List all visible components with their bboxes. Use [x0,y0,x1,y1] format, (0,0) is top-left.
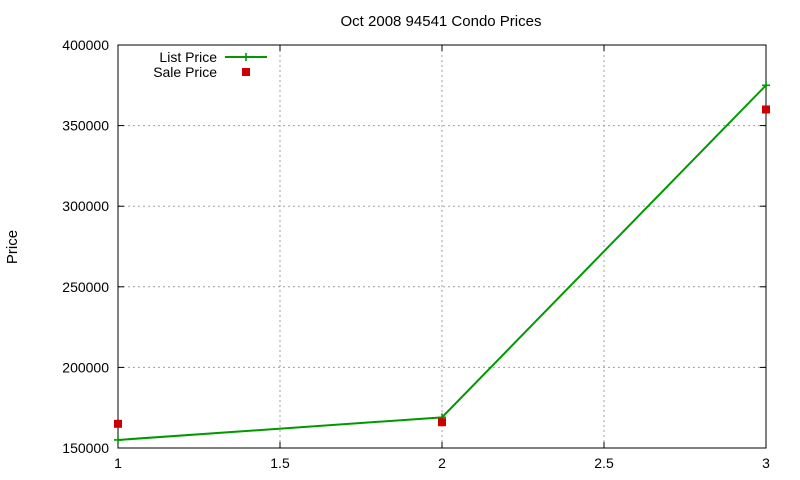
axis-ticks: 1 1.5 2 2.5 3 150000 200000 250000 300000 350000 4… [62,37,770,471]
x-tick-label: 1 [114,455,122,471]
y-tick-label: 300000 [62,198,109,214]
sale-price-point [438,418,446,427]
sale-price-point [762,105,770,114]
list-price-point [114,435,122,444]
x-tick-label: 1.5 [270,455,290,471]
legend-label: Sale Price [153,64,217,80]
x-tick-label: 2 [438,455,446,471]
y-tick-label: 350000 [62,118,109,134]
y-tick-label: 150000 [62,440,109,456]
y-tick-label: 250000 [62,279,109,295]
legend-marker [242,53,250,61]
y-axis-label: Price [4,230,21,264]
chart-title: Oct 2008 94541 Condo Prices [341,13,542,30]
y-tick-label: 400000 [62,37,109,53]
x-tick-label: 2.5 [594,455,614,471]
grid-lines [118,45,766,448]
x-tick-label: 3 [762,455,770,471]
sale-price-point [114,419,122,428]
series-layer [114,81,770,444]
legend-marker [242,68,250,76]
y-tick-label: 200000 [62,359,109,375]
legend-label: List Price [159,49,217,65]
list-price-point [762,81,770,90]
